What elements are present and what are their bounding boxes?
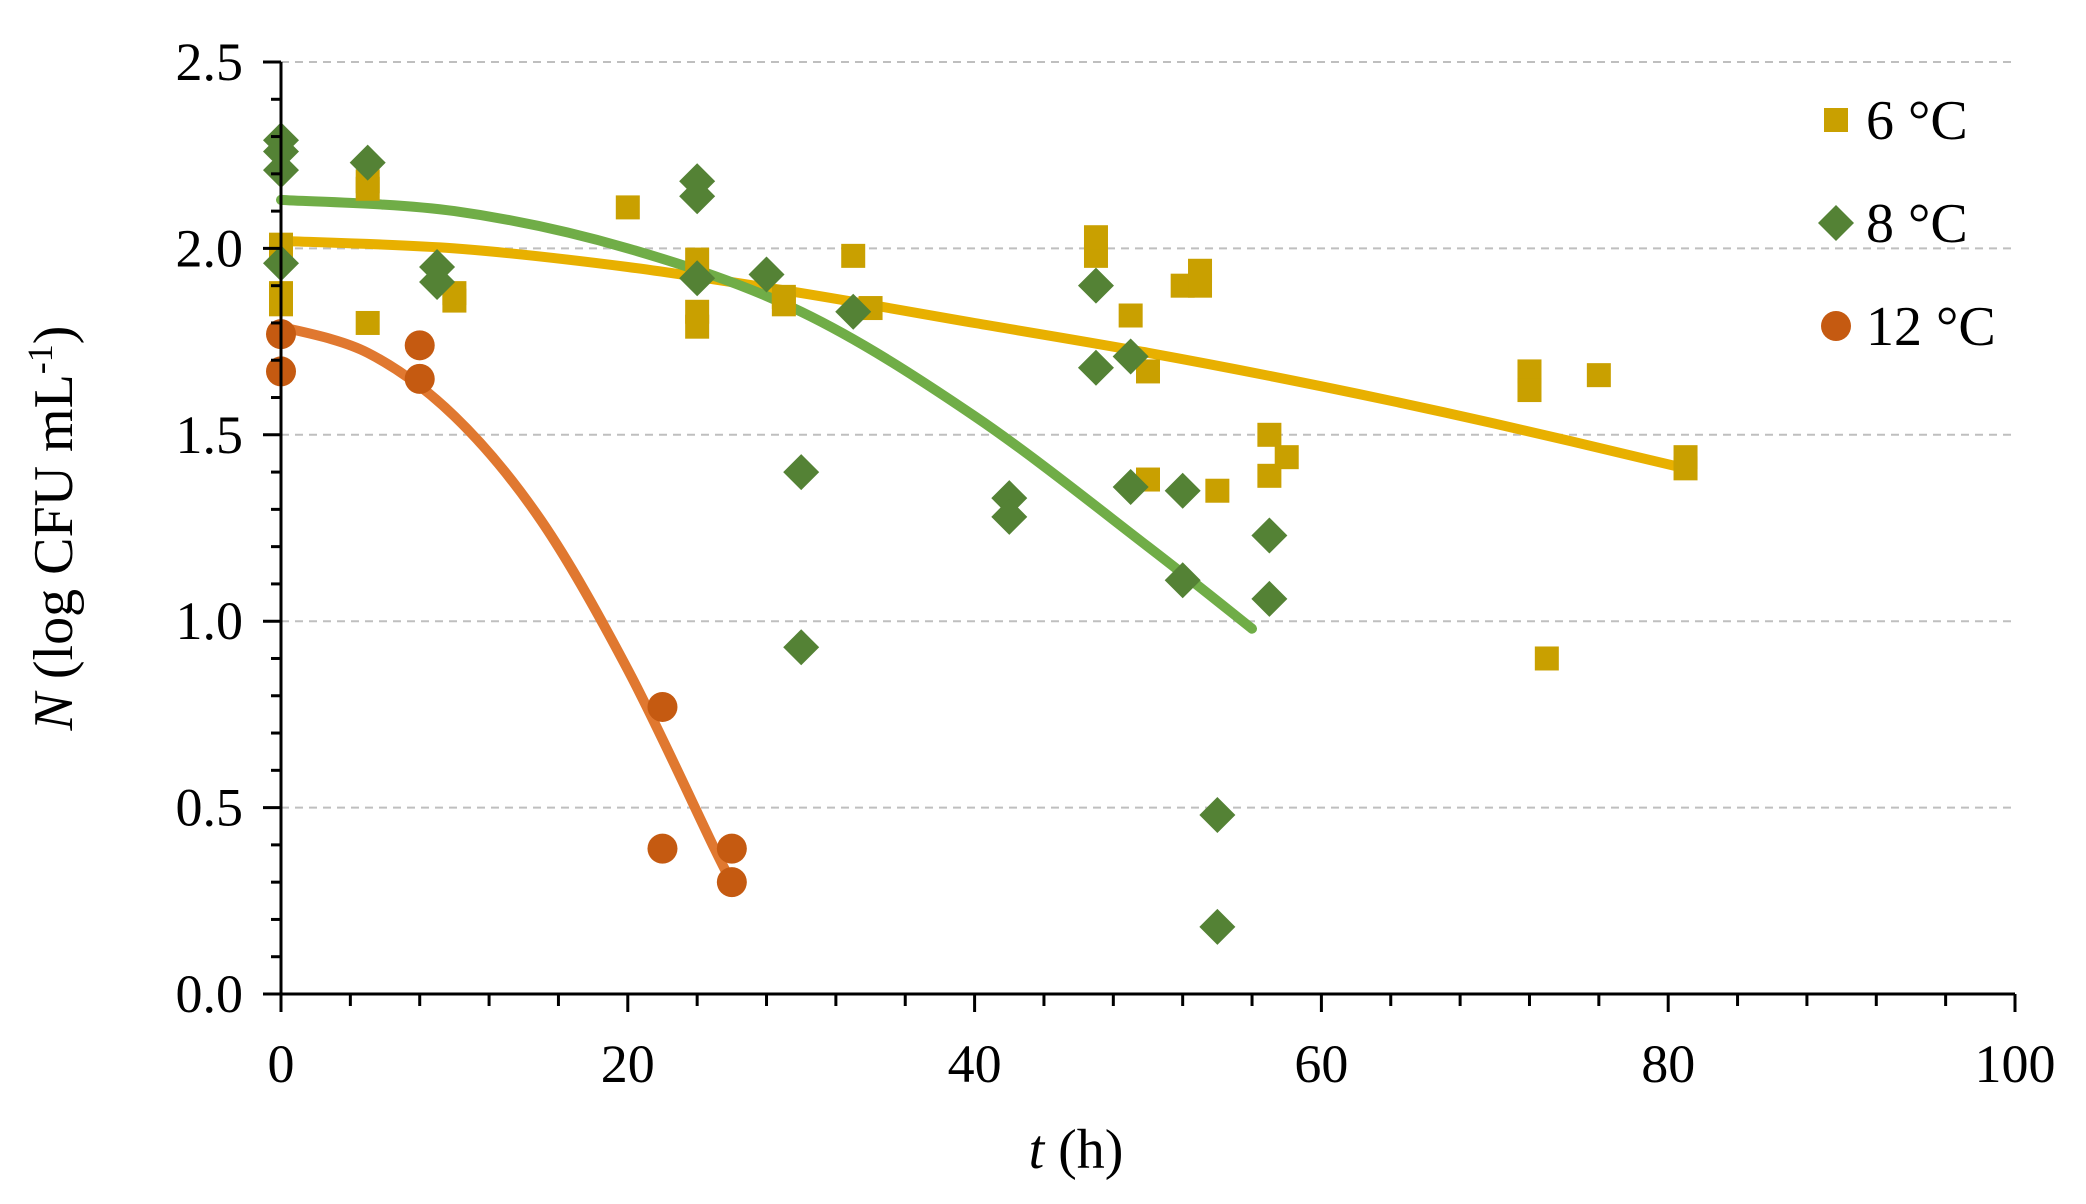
y-tick-label: 2.0: [176, 218, 244, 278]
data-point-series-0: [685, 247, 710, 272]
fit-curve-series-1: [276, 194, 1257, 634]
data-point-series-1: [1199, 797, 1236, 834]
data-point-series-0: [1118, 303, 1143, 328]
legend-label: 8 °C: [1866, 193, 1968, 255]
data-point-series-1: [419, 263, 456, 300]
x-tick-label: 100: [1975, 1034, 2056, 1094]
data-point-series-1: [783, 454, 820, 491]
data-point-series-0: [615, 195, 640, 220]
x-tick-label: 40: [948, 1034, 1002, 1094]
data-point-series-1: [1112, 468, 1149, 505]
data-point-series-1: [1112, 338, 1149, 375]
data-point-series-0: [1586, 363, 1611, 388]
y-axis-title: N (log CFU mL-1): [20, 326, 85, 732]
data-markers: [263, 122, 1698, 945]
data-point-series-2: [716, 867, 747, 898]
data-point-series-1: [783, 629, 820, 666]
data-point-series-2: [647, 691, 678, 722]
fit-curve-series-0: [276, 235, 1691, 474]
data-point-series-0: [771, 292, 796, 317]
data-point-series-1: [679, 178, 716, 215]
data-point-series-0: [1083, 225, 1108, 250]
data-point-series-0: [1205, 478, 1230, 503]
data-point-series-1: [1251, 517, 1288, 554]
legend-marker: [1824, 108, 1848, 132]
tick-labels: 0.0 0.5 1.0 1.5 2.0 2.5 0 20 40 60 80 100: [176, 32, 2056, 1094]
data-point-series-0: [1257, 422, 1282, 447]
data-point-series-1: [991, 480, 1028, 517]
data-point-series-1: [1251, 580, 1288, 617]
x-axis-title: t (h): [1029, 1119, 1124, 1181]
data-point-series-0: [1188, 258, 1213, 283]
data-point-series-1: [349, 144, 386, 181]
data-point-series-0: [1534, 646, 1559, 671]
legend-label: 12 °C: [1866, 296, 1996, 358]
data-point-series-0: [1673, 445, 1698, 470]
data-point-series-0: [685, 299, 710, 324]
legend-marker: [1821, 311, 1851, 341]
data-point-series-1: [1077, 349, 1114, 386]
fit-curves: [276, 194, 1691, 888]
legend-marker: [1818, 205, 1854, 241]
data-point-series-1: [679, 260, 716, 297]
x-tick-label: 0: [268, 1034, 295, 1094]
data-point-series-2: [647, 833, 678, 864]
data-point-series-2: [404, 330, 435, 361]
data-point-series-1: [1164, 472, 1201, 509]
data-point-series-1: [991, 498, 1028, 535]
ticks: [263, 60, 2017, 1012]
axes: [279, 62, 2015, 996]
fit-curve-series-2: [276, 321, 737, 888]
x-tick-label: 60: [1294, 1034, 1348, 1094]
data-point-series-0: [841, 243, 866, 268]
y-tick-label: 1.0: [176, 591, 244, 651]
gridlines: [281, 61, 2015, 809]
data-point-series-2: [716, 833, 747, 864]
x-tick-label: 80: [1641, 1034, 1695, 1094]
legend: 6 °C 8 °C 12 °C: [1818, 90, 1996, 358]
data-point-series-1: [1199, 908, 1236, 945]
data-point-series-1: [748, 256, 785, 293]
data-point-series-0: [355, 310, 380, 335]
data-point-series-1: [1164, 562, 1201, 599]
data-point-series-0: [1274, 445, 1299, 470]
x-tick-label: 20: [601, 1034, 655, 1094]
data-point-series-1: [1077, 267, 1114, 304]
legend-label: 6 °C: [1866, 90, 1968, 152]
y-tick-label: 0.0: [176, 964, 244, 1024]
y-tick-label: 0.5: [176, 778, 244, 838]
data-point-series-2: [404, 363, 435, 394]
data-point-series-1: [835, 293, 872, 330]
data-point-series-0: [1517, 378, 1542, 403]
y-tick-label: 2.5: [176, 32, 244, 92]
y-tick-label: 1.5: [176, 405, 244, 465]
